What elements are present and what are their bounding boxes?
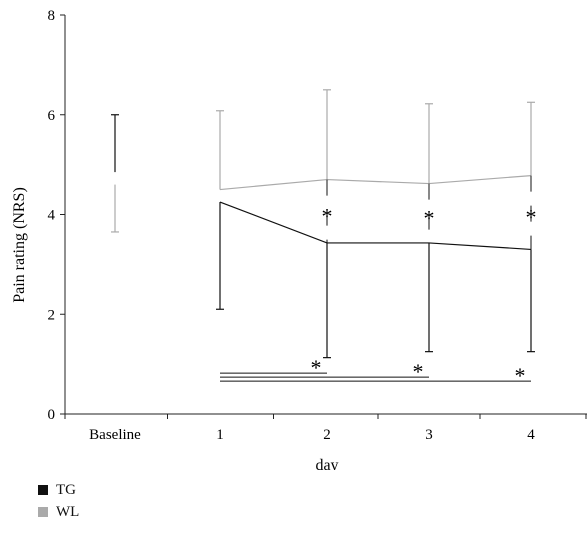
legend-swatch-wl bbox=[38, 507, 48, 517]
significance-marker: * bbox=[413, 359, 424, 384]
legend-label-wl: WL bbox=[56, 503, 80, 520]
y-tick-label: 4 bbox=[48, 208, 56, 224]
significance-marker: * bbox=[526, 205, 537, 230]
series-line-tg bbox=[219, 201, 532, 251]
legend-item-wl: WL bbox=[38, 501, 79, 523]
chart-area: 0 2 4 6 8 Baseline 1 2 3 4 * * * * * * Pain rating (NR… bbox=[11, 8, 587, 470]
x-tick-label: 2 bbox=[323, 427, 331, 443]
legend-label-tg: TG bbox=[56, 481, 76, 498]
x-tick-label: 1 bbox=[216, 427, 224, 443]
significance-marker: * bbox=[322, 203, 333, 228]
x-tick-label: Baseline bbox=[89, 427, 141, 443]
annotation-layer: * * * * * * bbox=[220, 175, 537, 388]
y-tick-label: 6 bbox=[48, 108, 56, 124]
y-tick-label: 0 bbox=[48, 407, 56, 423]
series-layer bbox=[111, 89, 535, 359]
y-tick-label: 8 bbox=[48, 8, 56, 24]
x-tick-label: 4 bbox=[527, 427, 535, 443]
y-tick-label: 2 bbox=[48, 307, 56, 323]
legend-item-tg: TG bbox=[38, 479, 79, 501]
series-line-wl bbox=[219, 174, 532, 191]
y-axis-label: Pain rating (NRS) bbox=[11, 187, 28, 303]
axes: 0 2 4 6 8 Baseline 1 2 3 4 bbox=[48, 8, 587, 443]
significance-marker: * bbox=[515, 363, 526, 388]
x-tick-label: 3 bbox=[425, 427, 433, 443]
significance-marker: * bbox=[311, 355, 322, 380]
significance-marker: * bbox=[424, 205, 435, 230]
legend: TG WL bbox=[38, 479, 79, 523]
x-axis-label: day bbox=[315, 457, 338, 470]
legend-swatch-tg bbox=[38, 485, 48, 495]
